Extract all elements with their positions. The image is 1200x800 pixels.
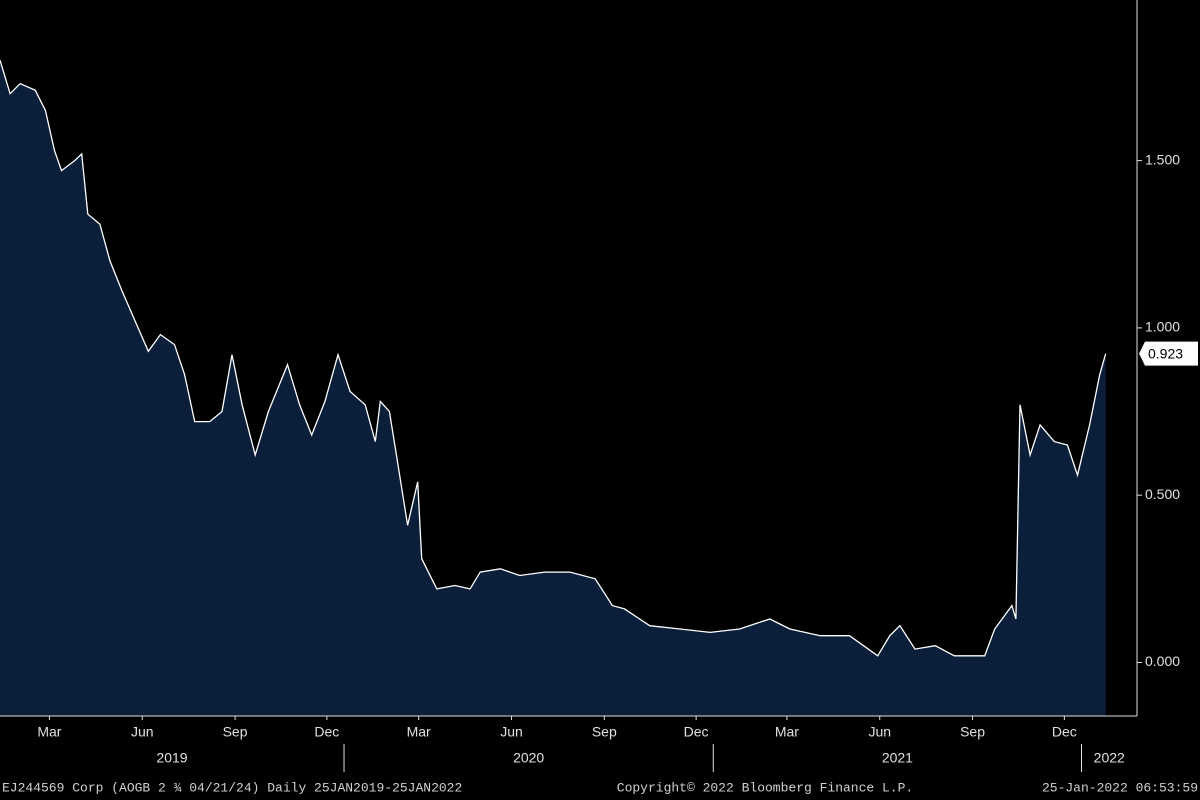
y-tick-label: 0.500 [1145,486,1180,502]
x-tick-label: Jun [500,724,523,740]
value-label: 0.923 [1148,345,1183,361]
line [0,60,1107,657]
y-tick-label: 0.000 [1145,653,1180,669]
x-tick-label: Mar [775,724,799,740]
y-tick-label: 1.000 [1145,319,1180,335]
x-tick-label: Jun [131,724,154,740]
area [0,60,1106,716]
x-tick-label: Dec [684,724,709,740]
value-label-box [1139,341,1198,366]
y-tick-label: 1.500 [1145,151,1180,167]
x-tick-label: Dec [314,724,339,740]
x-tick-label: Sep [223,724,248,740]
x-tick-label: Mar [37,724,61,740]
year-label: 2022 [1094,750,1125,766]
year-label: 2020 [513,750,544,766]
x-tick-label: Jun [868,724,891,740]
x-tick-label: Sep [960,724,985,740]
year-label: 2021 [882,750,913,766]
x-tick-label: Mar [407,724,431,740]
x-tick-label: Sep [592,724,617,740]
x-tick-label: Dec [1052,724,1077,740]
footer-right: 25-Jan-2022 06:53:59 [1042,780,1198,795]
footer-left: EJ244569 Corp (AOGB 2 ¾ 04/21/24) Daily … [2,780,462,795]
year-label: 2019 [156,750,187,766]
footer-center: Copyright© 2022 Bloomberg Finance L.P. [617,780,913,795]
